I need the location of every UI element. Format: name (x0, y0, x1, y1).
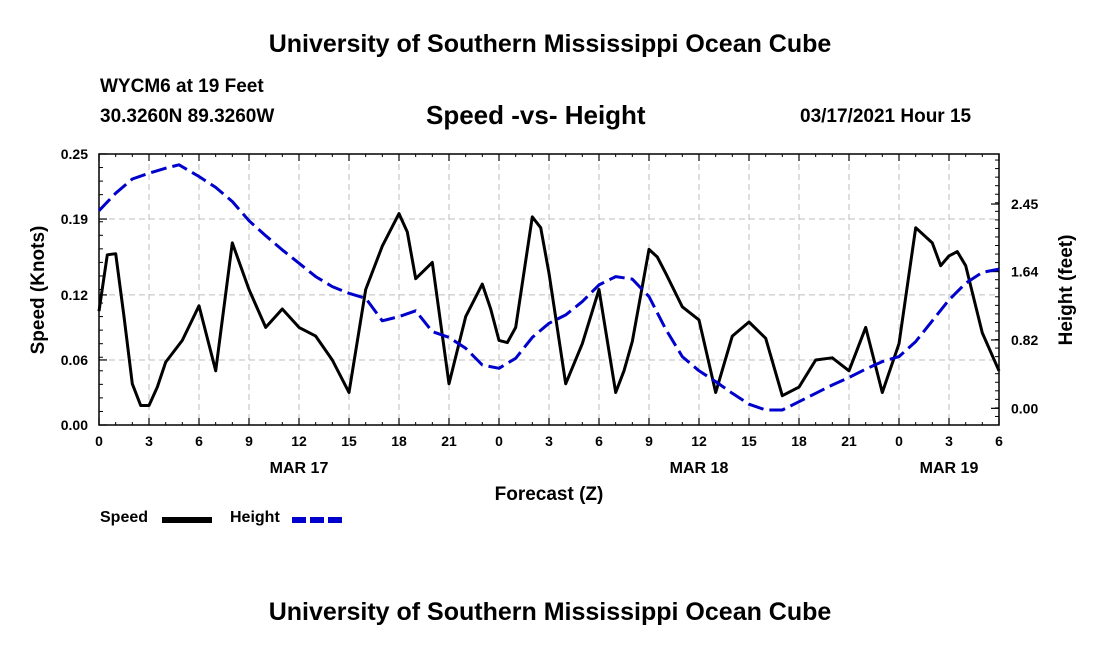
date-label: MAR 17 (270, 460, 329, 477)
x-tick-label: 3 (945, 433, 953, 449)
y-right-tick-label: 1.64 (1011, 264, 1038, 280)
date-label: MAR 19 (920, 460, 979, 477)
x-tick-label: 3 (545, 433, 553, 449)
x-tick-label: 18 (391, 433, 407, 449)
legend-speed-label: Speed (100, 509, 149, 526)
y-right-tick-label: 0.82 (1011, 332, 1038, 348)
x-tick-label: 0 (895, 433, 903, 449)
grid (99, 154, 999, 425)
x-tick-label: 6 (595, 433, 603, 449)
legend-height-label: Height (230, 509, 280, 526)
x-tick-label: 9 (645, 433, 653, 449)
series-line-height (97, 163, 1000, 412)
x-tick-label: 6 (195, 433, 203, 449)
series-line-speed (97, 212, 1001, 407)
x-tick-label: 12 (691, 433, 707, 449)
x-tick-label: 15 (341, 433, 357, 449)
y-right-tick-label: 0.00 (1011, 400, 1038, 416)
y-left-tick-label: 0.00 (61, 417, 88, 433)
page-title: University of Southern Mississippi Ocean… (268, 30, 832, 58)
y-axis-right-label: Height (feet) (1056, 235, 1077, 346)
footer-title: University of Southern Mississippi Ocean… (268, 598, 832, 626)
x-tick-label: 6 (995, 433, 1003, 449)
station-label: WYCM6 at 19 Feet (100, 76, 264, 97)
y-left-tick-label: 0.19 (61, 211, 88, 227)
x-tick-label: 21 (441, 433, 457, 449)
x-tick-label: 15 (741, 433, 757, 449)
y-right-tick-label: 2.45 (1011, 196, 1038, 212)
date-label: MAR 18 (670, 460, 729, 477)
x-axis-label: Forecast (Z) (495, 484, 604, 505)
forecast-datetime: 03/17/2021 Hour 15 (800, 106, 972, 127)
x-tick-label: 0 (95, 433, 103, 449)
x-tick-label: 21 (841, 433, 857, 449)
chart-subtitle: Speed -vs- Height (426, 100, 646, 130)
axes: 0 3 6 9 12 15 18 21 0 3 6 9 12 15 18 21 0 3 6 MAR 17 MAR 18 M… (61, 146, 1039, 477)
x-tick-label: 18 (791, 433, 807, 449)
x-tick-label: 9 (245, 433, 253, 449)
x-tick-label: 12 (291, 433, 307, 449)
y-left-tick-label: 0.25 (61, 146, 88, 162)
coordinates-label: 30.3260N 89.3260W (100, 106, 275, 127)
x-tick-label: 0 (495, 433, 503, 449)
x-tick-label: 3 (145, 433, 153, 449)
y-axis-left-label: Speed (Knots) (28, 226, 49, 355)
series (97, 163, 1001, 412)
y-left-tick-label: 0.12 (61, 287, 88, 303)
y-left-tick-label: 0.06 (61, 352, 88, 368)
